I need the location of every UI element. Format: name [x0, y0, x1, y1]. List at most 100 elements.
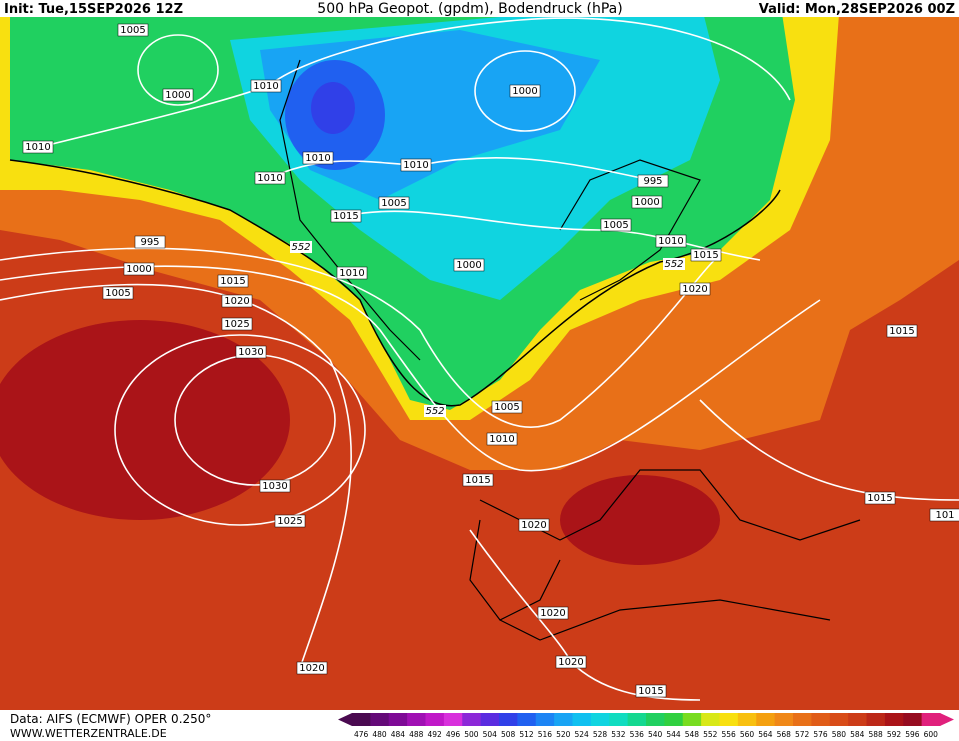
colorbar-label: 532 — [611, 730, 626, 739]
colorbar-label: 560 — [740, 730, 755, 739]
coast-greenland — [279, 59, 421, 361]
website: WWW.WETTERZENTRALE.DE — [10, 727, 167, 740]
isobar-label-box — [336, 266, 368, 280]
map-labels: 1005 1000 1010 1010 1010 1010 1010 1015 1005 1000… — [22, 23, 959, 698]
geopotential-label-box — [424, 405, 446, 417]
colorbar-label: 496 — [446, 730, 461, 739]
isobar-label: 101 — [935, 510, 954, 521]
isobar-label-box — [274, 514, 306, 528]
isobar-label-box — [259, 479, 291, 493]
colorbar-swatch — [664, 713, 684, 726]
colorbar-label: 544 — [666, 730, 681, 739]
colorbar-label: 540 — [648, 730, 663, 739]
isobar-label: 995 — [643, 176, 662, 187]
isobar-label: 1000 — [634, 197, 659, 208]
colorbar-label: 536 — [630, 730, 645, 739]
colorbar-label: 568 — [777, 730, 792, 739]
colorbar-label: 596 — [905, 730, 920, 739]
colorbar-label: 552 — [703, 730, 718, 739]
geopotential-label-box — [290, 241, 312, 253]
colorbar-swatch — [352, 713, 371, 726]
isobar — [0, 265, 821, 472]
isobar — [699, 399, 959, 501]
isobar-label-box — [302, 151, 334, 165]
colorbar-swatch — [682, 713, 702, 726]
isobar-label: 1000 — [456, 260, 481, 271]
isobar — [345, 210, 761, 261]
coastlines — [279, 59, 861, 641]
isobar-label: 1015 — [693, 250, 718, 261]
isobar-label: 1020 — [540, 608, 565, 619]
isobar-label-box — [102, 286, 134, 300]
isobar-label-box — [600, 218, 632, 232]
isobar-label-box — [221, 294, 253, 308]
isobar-label: 1015 — [889, 326, 914, 337]
geopotential-label: 552 — [664, 259, 683, 270]
isobar-label-box — [518, 518, 550, 532]
isobar-label: 1030 — [262, 481, 287, 492]
isobar-label: 1000 — [512, 86, 537, 97]
isobar-label-box — [250, 79, 282, 93]
geopotential-label: 552 — [291, 242, 310, 253]
colorbar-label: 528 — [593, 730, 608, 739]
isobar-label: 1000 — [165, 90, 190, 101]
colorbar-swatch — [590, 713, 610, 726]
isobar-label: 1015 — [638, 686, 663, 697]
colorbar-swatch — [774, 713, 794, 726]
colorbar-swatch — [646, 713, 665, 726]
colorbar-label: 564 — [758, 730, 773, 739]
isobar-label-box — [462, 473, 494, 487]
isobar — [114, 334, 366, 526]
colorbar-arrow-left — [338, 713, 352, 726]
isobar-label: 1015 — [867, 493, 892, 504]
isobar-label-box — [22, 140, 54, 154]
colorbar-swatch — [388, 713, 408, 726]
coast-africa — [499, 599, 831, 641]
isobar — [0, 283, 353, 669]
isobar-label-box — [679, 282, 711, 296]
isobar-label-box — [162, 88, 194, 102]
isobar-label: 1005 — [105, 288, 130, 299]
isobar-label-box — [886, 324, 918, 338]
isobar-label-box — [637, 174, 669, 188]
colorbar-swatch — [811, 713, 831, 726]
colorbar-swatch — [866, 713, 886, 726]
colorbar-label: 592 — [887, 730, 902, 739]
colorbar-swatch — [609, 713, 629, 726]
colorbar-swatch — [480, 713, 500, 726]
colorbar-swatch — [737, 713, 757, 726]
isobar-label-box — [296, 661, 328, 675]
colorbar-label: 548 — [685, 730, 700, 739]
isobar-label: 1010 — [257, 173, 282, 184]
coast-scandinavia — [559, 159, 701, 301]
colorbar-swatch — [425, 713, 445, 726]
isobar-label: 1015 — [333, 211, 358, 222]
map-title: 500 hPa Geopot. (gpdm), Bodendruck (hPa) — [317, 1, 622, 17]
colorbar-swatch — [921, 713, 941, 726]
colorbar-swatch — [443, 713, 463, 726]
colorbar-label: 584 — [850, 730, 865, 739]
isobar-label: 1020 — [224, 296, 249, 307]
colorbar-label: 480 — [372, 730, 387, 739]
colorbar-label: 600 — [924, 730, 939, 739]
isobar-label: 1005 — [494, 402, 519, 413]
isobar-label-box — [537, 606, 569, 620]
isobar-label-box — [655, 234, 687, 248]
colorbar-swatch — [499, 713, 518, 726]
colorbar-swatch — [407, 713, 426, 726]
colorbar-arrow-right — [940, 713, 954, 726]
isobar-label: 1015 — [465, 475, 490, 486]
isobar — [39, 17, 791, 148]
data-source: Data: AIFS (ECMWF) OPER 0.250° — [10, 712, 211, 726]
isobar-label-box — [631, 195, 663, 209]
isobar-label-box — [555, 655, 587, 669]
colorbar-label: 516 — [538, 730, 553, 739]
isobar-label: 1010 — [489, 434, 514, 445]
isobar-label-box — [929, 508, 959, 522]
isobar-label: 995 — [140, 237, 159, 248]
isobar-label-box — [330, 209, 362, 223]
colorbar-swatch — [903, 713, 923, 726]
isobar-label: 1010 — [25, 142, 50, 153]
isobar-label: 1005 — [120, 25, 145, 36]
